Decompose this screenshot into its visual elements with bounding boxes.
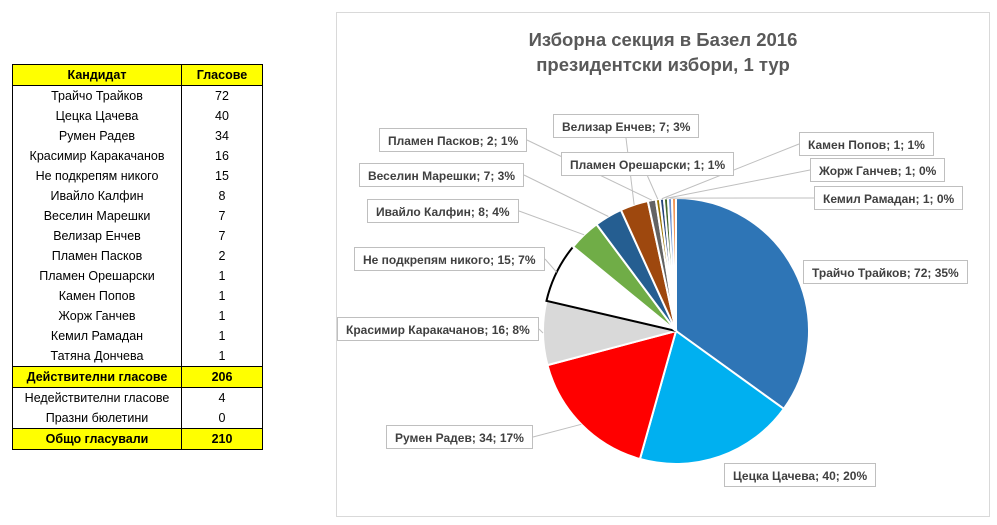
valid-votes-value: 206	[181, 367, 262, 387]
valid-votes-label: Действителни гласове	[26, 370, 168, 384]
table-row: Не подкрепям никого 15	[13, 166, 262, 186]
table-row: Камен Попов 1	[13, 286, 262, 306]
blank-ballots-label: Празни бюлетини	[45, 411, 149, 425]
candidate-votes: 1	[181, 266, 262, 286]
data-label: Цецка Цачева; 40; 20%	[724, 463, 877, 487]
data-label: Велизар Енчев; 7; 3%	[553, 114, 700, 138]
candidate-votes: 7	[181, 206, 262, 226]
table-row: Веселин Марешки 7	[13, 206, 262, 226]
leader-line	[523, 174, 609, 217]
candidate-votes: 7	[181, 226, 262, 246]
table-row: Пламен Орешарски 1	[13, 266, 262, 286]
leader-line	[647, 175, 659, 200]
candidate-votes: 1	[181, 286, 262, 306]
candidate-name: Трайчо Трайков	[51, 89, 143, 103]
pie-plot-area	[518, 137, 815, 465]
table-header: Кандидат Гласове	[13, 65, 262, 86]
table-row: Ивайло Калфин 8	[13, 186, 262, 206]
table-row: Жорж Ганчев 1	[13, 306, 262, 326]
data-label: Пламен Орешарски; 1; 1%	[561, 152, 735, 176]
candidate-votes: 15	[181, 166, 262, 186]
candidate-votes: 1	[181, 326, 262, 346]
data-label: Пламен Пасков; 2; 1%	[379, 128, 528, 152]
candidate-votes: 34	[181, 126, 262, 146]
table-body: Трайчо Трайков 72 Цецка Цачева 40 Румен Раде…	[13, 86, 262, 366]
data-label: Кемил Рамадан; 1; 0%	[814, 186, 964, 210]
table-row: Красимир Каракачанов 16	[13, 146, 262, 166]
data-label: Трайчо Трайков; 72; 35%	[803, 260, 968, 284]
blank-ballots-value: 0	[181, 408, 262, 428]
candidate-votes: 2	[181, 246, 262, 266]
candidate-votes: 72	[181, 86, 262, 106]
pie-slice-outline	[545, 246, 677, 332]
candidate-votes: 16	[181, 146, 262, 166]
candidate-name: Татяна Дончева	[50, 349, 144, 363]
blank-ballots-row: Празни бюлетини 0	[13, 408, 262, 428]
chart-title-line1: Изборна секция в Базел 2016	[528, 29, 798, 50]
leader-line	[665, 169, 811, 199]
data-label: Не подкрепям никого; 15; 7%	[354, 247, 545, 271]
pie-slice	[638, 329, 786, 465]
chart-title-line2: президентски избори, 1 тур	[536, 54, 790, 75]
leader-line	[518, 210, 585, 236]
candidate-name: Жорж Ганчев	[58, 309, 136, 323]
pie-slice	[675, 196, 810, 411]
candidate-name: Красимир Каракачанов	[29, 149, 165, 163]
leader-line	[532, 423, 582, 438]
header-votes: Гласове	[181, 65, 262, 85]
candidate-name: Цецка Цачева	[55, 109, 139, 123]
candidate-name: Велизар Енчев	[53, 229, 141, 243]
candidate-votes: 1	[181, 346, 262, 366]
candidate-name: Не подкрепям никого	[35, 169, 159, 183]
candidate-name: Кемил Рамадан	[50, 329, 144, 343]
table-row: Цецка Цачева 40	[13, 106, 262, 126]
table-row: Кемил Рамадан 1	[13, 326, 262, 346]
data-label: Ивайло Калфин; 8; 4%	[367, 199, 519, 223]
candidate-votes: 1	[181, 306, 262, 326]
candidate-name: Румен Радев	[58, 129, 136, 143]
candidate-name: Веселин Марешки	[43, 209, 151, 223]
data-label: Красимир Каракачанов; 16; 8%	[337, 317, 539, 341]
candidate-votes: 40	[181, 106, 262, 126]
table-row: Трайчо Трайков 72	[13, 86, 262, 106]
candidate-name: Пламен Орешарски	[39, 269, 155, 283]
data-label: Камен Попов; 1; 1%	[799, 132, 934, 156]
chart-title: Изборна секция в Базел 2016 президентски…	[337, 27, 989, 77]
leader-line	[538, 328, 544, 334]
table-row: Татяна Дончева 1	[13, 346, 262, 366]
table-row: Пламен Пасков 2	[13, 246, 262, 266]
data-label: Жорж Ганчев; 1; 0%	[810, 158, 946, 182]
invalid-votes-row: Недействителни гласове 4	[13, 388, 262, 408]
valid-votes-row: Действителни гласове 206	[13, 366, 262, 388]
candidate-name: Ивайло Калфин	[50, 189, 144, 203]
total-voted-label: Общо гласували	[45, 432, 149, 446]
pie-slice	[546, 329, 678, 461]
pie-chart: Изборна секция в Базел 2016 президентски…	[336, 12, 990, 517]
table-row: Велизар Енчев 7	[13, 226, 262, 246]
data-label: Румен Радев; 34; 17%	[386, 425, 533, 449]
candidate-name: Пламен Пасков	[51, 249, 143, 263]
results-table: Кандидат Гласове Трайчо Трайков 72 Цецка Ц…	[12, 64, 263, 450]
table-row: Румен Радев 34	[13, 126, 262, 146]
leader-line	[544, 258, 558, 273]
candidate-votes: 8	[181, 186, 262, 206]
header-candidate: Кандидат	[67, 68, 127, 82]
invalid-votes-label: Недействителни гласове	[24, 391, 170, 405]
total-voted-row: Общо гласували 210	[13, 428, 262, 449]
data-label: Веселин Марешки; 7; 3%	[359, 163, 524, 187]
invalid-votes-value: 4	[181, 388, 262, 408]
total-voted-value: 210	[181, 429, 262, 449]
candidate-name: Камен Попов	[58, 289, 136, 303]
